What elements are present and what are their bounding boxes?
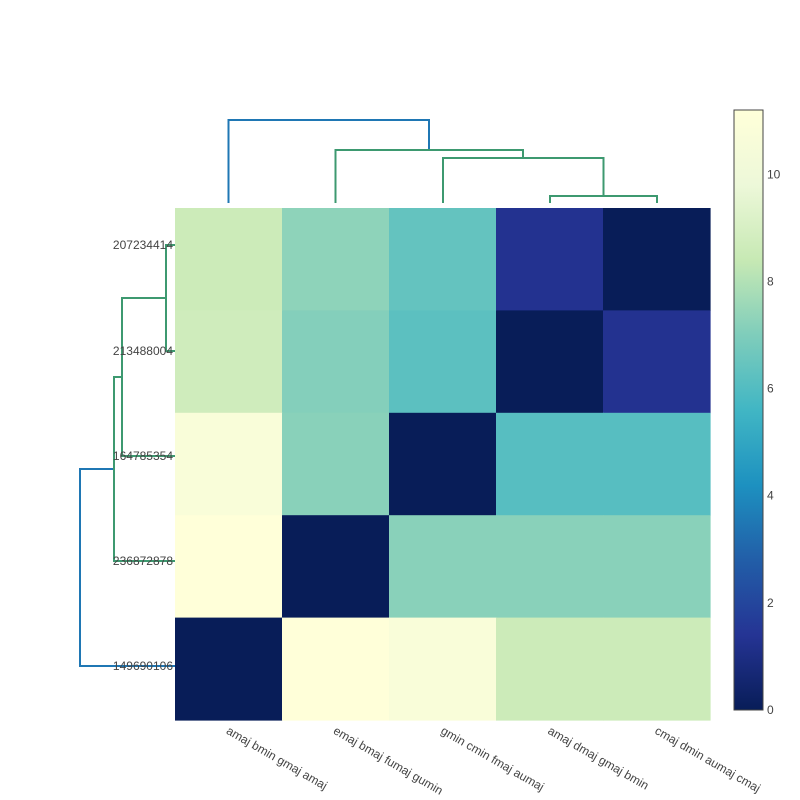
y-tick-label: 149690106 <box>113 659 173 673</box>
heatmap-cell <box>389 310 497 414</box>
heatmap-cell <box>603 515 711 619</box>
heatmap-cell <box>603 412 711 516</box>
left-dendrogram <box>79 244 175 667</box>
x-tick-labels: amaj bmin gmaj amaj emaj bmaj fumaj gumin… <box>224 723 763 797</box>
heatmap-cell <box>496 515 604 619</box>
colorbar-tick-label: 4 <box>767 489 774 503</box>
colorbar-tick-label: 2 <box>767 596 774 610</box>
colorbar-tick-label: 8 <box>767 274 774 288</box>
dendrogram-link <box>549 195 658 203</box>
x-tick-label: gmin cmin fmaj aumaj <box>439 723 547 793</box>
x-tick-label: emaj bmaj fumaj gumin <box>331 723 445 797</box>
heatmap-cell <box>282 617 390 721</box>
dendrogram-link <box>113 376 175 562</box>
heatmap-cell <box>282 310 390 414</box>
heatmap-cell <box>389 208 497 311</box>
heatmap-cell <box>496 412 604 516</box>
heatmap-cell <box>496 617 604 721</box>
colorbar-tick-label: 10 <box>767 167 781 181</box>
colorbar-tick-label: 6 <box>767 382 774 396</box>
x-tick-label: amaj dmaj gmaj bmin <box>546 723 652 792</box>
heatmap-cell <box>282 208 390 311</box>
heatmap-cell <box>175 208 283 311</box>
heatmap-cell <box>282 515 390 619</box>
heatmap-cell <box>389 617 497 721</box>
colorbar-tick-label: 0 <box>767 703 774 717</box>
dendrogram-link <box>165 244 175 352</box>
heatmap-cell <box>496 208 604 311</box>
heatmap-cell <box>175 310 283 414</box>
dendrogram-link <box>79 468 175 667</box>
y-tick-label: 236872878 <box>113 554 173 568</box>
dendrogram-link <box>121 297 175 457</box>
heatmap-cell <box>175 412 283 516</box>
heatmap-cell <box>175 617 283 721</box>
y-tick-label: 164785354 <box>113 449 173 463</box>
heatmap-cell <box>389 515 497 619</box>
heatmap-cell <box>282 412 390 516</box>
colorbar: 0 2 4 6 8 10 <box>733 109 781 717</box>
heatmap-cell <box>603 310 711 414</box>
top-dendrogram <box>227 119 658 203</box>
colorbar-gradient <box>733 109 764 711</box>
heatmap-cell <box>603 617 711 721</box>
dendrogram-link <box>442 157 605 203</box>
y-tick-labels: 207234414 213488004 164785354 236872878 1496… <box>113 238 173 673</box>
heatmap-cell <box>603 208 711 311</box>
x-tick-label: amaj bmin gmaj amaj <box>224 723 330 792</box>
y-tick-label: 213488004 <box>113 344 173 358</box>
heatmap-cell <box>389 412 497 516</box>
heatmap-cells <box>175 208 711 721</box>
dendrogram-link <box>227 119 430 203</box>
dendrogram-link <box>334 149 524 203</box>
x-tick-label: cmaj dmin aumaj cmaj <box>653 723 763 795</box>
heatmap-cell <box>175 515 283 619</box>
heatmap-cell <box>496 310 604 414</box>
y-tick-label: 207234414 <box>113 238 173 252</box>
